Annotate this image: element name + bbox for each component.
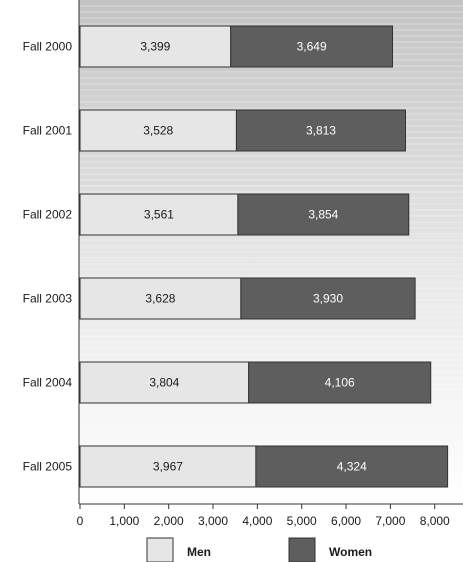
x-tick-label: 1,000 [109, 514, 139, 528]
data-label-men: 3,528 [143, 124, 173, 138]
bars: 3,399 3,649 3,528 3,813 3,561 3,854 3,628 3,930… [79, 25, 449, 488]
category-label: Fall 2004 [23, 376, 73, 390]
category-label: Fall 2000 [23, 40, 73, 54]
category-label: Fall 2002 [23, 208, 73, 222]
data-label-women: 3,813 [306, 124, 336, 138]
data-label-men: 3,804 [149, 376, 179, 390]
data-label-men: 3,399 [140, 40, 170, 54]
legend: Men Women [146, 537, 372, 562]
data-label-women: 4,324 [337, 460, 367, 474]
category-label: Fall 2005 [23, 460, 73, 474]
bar-women [230, 25, 394, 68]
bar-women [255, 445, 449, 488]
bar-women [235, 109, 406, 152]
x-tick-label: 2,000 [154, 514, 184, 528]
legend-swatch-women [288, 537, 316, 562]
data-label-women: 3,649 [297, 40, 327, 54]
bar-men [79, 25, 232, 68]
x-axis-ticks: 0 1,000 2,000 3,000 4,000 5,000 6,000 7,000 8,00… [77, 504, 450, 528]
x-tick-label: 3,000 [198, 514, 228, 528]
data-label-women: 3,854 [308, 208, 338, 222]
data-label-men: 3,628 [145, 292, 175, 306]
data-label-men: 3,967 [153, 460, 183, 474]
x-tick-label: 5,000 [287, 514, 317, 528]
data-label-women: 4,106 [325, 376, 355, 390]
x-tick-label: 8,000 [420, 514, 450, 528]
bar-women [248, 361, 432, 404]
legend-label-women: Women [329, 545, 372, 559]
data-label-men: 3,561 [144, 208, 174, 222]
legend-swatch-men [146, 537, 174, 562]
data-label-women: 3,930 [313, 292, 343, 306]
x-tick-label: 6,000 [331, 514, 361, 528]
category-label: Fall 2003 [23, 292, 73, 306]
x-tick-label: 4,000 [242, 514, 272, 528]
plot-area [79, 0, 463, 504]
category-label: Fall 2001 [23, 124, 73, 138]
category-labels: Fall 2000 Fall 2001 Fall 2002 Fall 2003 Fall… [23, 40, 73, 474]
legend-label-men: Men [187, 545, 211, 559]
x-tick-label: 7,000 [375, 514, 405, 528]
bar-men [79, 361, 250, 404]
x-tick-label: 0 [77, 514, 84, 528]
bar-men [79, 109, 237, 152]
bar-women [237, 193, 410, 236]
bar-men [79, 277, 242, 320]
bar-women [240, 277, 416, 320]
